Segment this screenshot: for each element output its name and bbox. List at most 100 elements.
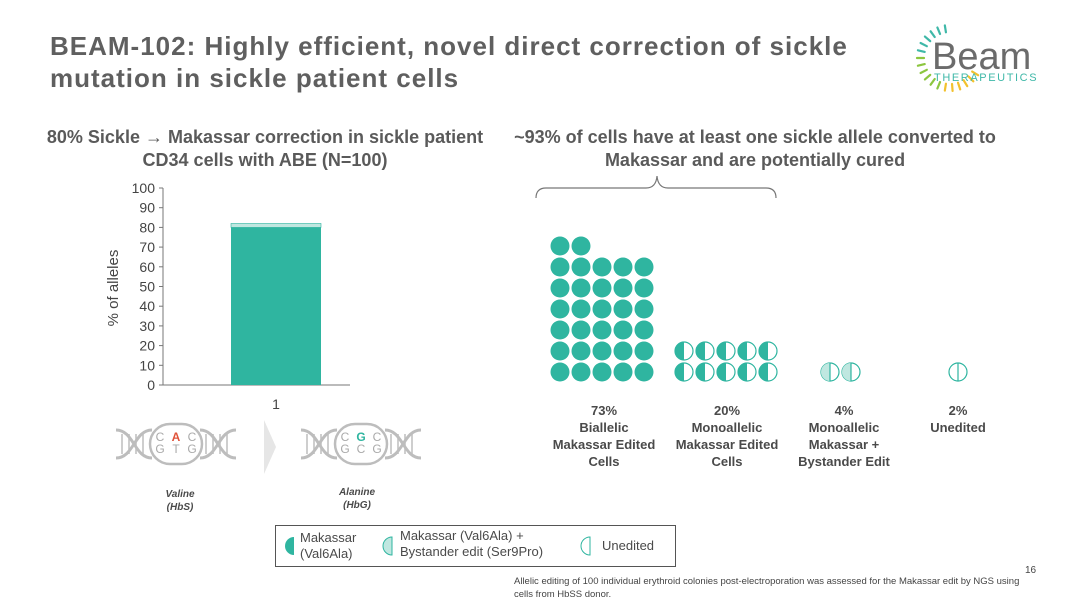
legend-line: Unedited <box>602 538 655 553</box>
cell-marker-unedited <box>948 362 968 382</box>
cell-marker-full <box>592 257 612 277</box>
makassar-marker-icon <box>285 537 294 555</box>
group-text: Monoallelic Makassar Edited Cells <box>675 420 779 469</box>
cell-marker-full <box>592 341 612 361</box>
x-tick-label: 1 <box>272 396 280 412</box>
logo-wordmark: Beam <box>932 36 1032 78</box>
amino-name: Valine <box>165 489 195 500</box>
amino-name: Alanine <box>338 487 376 498</box>
cell-marker-full <box>613 362 633 382</box>
legend-line: Makassar <box>300 530 357 545</box>
group-pct: 73% <box>590 403 618 418</box>
base-top: C <box>373 430 382 444</box>
cell-marker-full <box>571 236 591 256</box>
group-pct: 2% <box>948 403 968 418</box>
cell-outcome-waffle <box>550 236 968 382</box>
base-bottom: T <box>172 442 180 456</box>
cell-marker-full <box>634 362 654 382</box>
cell-marker-full <box>613 278 633 298</box>
y-tick-label: 100 <box>132 180 156 196</box>
group-text: Biallelic Makassar Edited Cells <box>552 420 656 469</box>
cell-marker-full <box>592 278 612 298</box>
group-text: Unedited <box>930 420 986 435</box>
legend-line: Makassar (Val6Ala) + <box>400 528 524 543</box>
cell-marker-half <box>737 341 757 361</box>
chevron-right-icon <box>264 420 276 474</box>
cell-marker-half <box>674 341 694 361</box>
group-pct: 20% <box>713 403 741 418</box>
cell-marker-half <box>695 362 715 382</box>
cell-marker-full <box>613 257 633 277</box>
y-tick-label: 30 <box>139 318 155 334</box>
y-tick-label: 20 <box>139 338 155 354</box>
cell-marker-full <box>571 278 591 298</box>
cell-marker-full <box>634 299 654 319</box>
y-tick-label: 10 <box>139 357 155 373</box>
y-tick-label: 70 <box>139 239 155 255</box>
amino-before: Valine (HbS) <box>150 488 210 514</box>
dna-after-icon: C G C G C G <box>300 422 422 466</box>
y-tick-label: 40 <box>139 298 155 314</box>
cell-marker-full <box>550 362 570 382</box>
cell-marker-full <box>571 257 591 277</box>
group-label-monoallelic: 20% Monoallelic Makassar Edited Cells <box>672 402 782 470</box>
group-label-biallelic: 73% Biallelic Makassar Edited Cells <box>548 402 660 470</box>
cell-marker-half <box>716 362 736 382</box>
cell-marker-half <box>758 341 778 361</box>
cell-marker-full <box>634 341 654 361</box>
group-label-bystander: 4% Monoallelic Makassar + Bystander Edit <box>790 402 898 470</box>
cell-marker-full <box>571 299 591 319</box>
base-bottom: G <box>187 442 196 456</box>
bystander-marker-icon <box>382 536 393 556</box>
y-tick-label: 60 <box>139 259 155 275</box>
right-panel-subtitle: ~93% of cells have at least one sickle a… <box>514 127 996 170</box>
bar-segment <box>231 227 321 385</box>
cell-marker-full <box>550 299 570 319</box>
y-tick-label: 80 <box>139 219 155 235</box>
cell-marker-full <box>550 278 570 298</box>
left-panel-subtitle: 80% Sickle → Makassar correction in sick… <box>46 127 484 170</box>
cell-marker-full <box>550 341 570 361</box>
cell-marker-full <box>613 341 633 361</box>
allele-bar-chart: % of alleles 0 10 20 30 40 50 60 70 80 90 100 1 <box>105 180 350 412</box>
base-top: C <box>156 430 165 444</box>
group-label-unedited: 2% Unedited <box>920 402 996 436</box>
cell-marker-half <box>737 362 757 382</box>
page-number: 16 <box>1025 565 1037 576</box>
base-top-edited: G <box>356 430 365 444</box>
y-tick-label: 0 <box>147 377 155 393</box>
cell-marker-full <box>634 257 654 277</box>
cell-marker-full <box>634 320 654 340</box>
cell-marker-full <box>571 362 591 382</box>
cell-marker-full <box>592 299 612 319</box>
y-axis-label: % of alleles <box>105 250 122 327</box>
footnote: Allelic editing of 100 individual erythr… <box>514 576 1020 600</box>
legend-item-unedited: Unedited <box>602 538 654 554</box>
base-top: C <box>188 430 197 444</box>
cell-marker-full <box>592 362 612 382</box>
unedited-marker-icon <box>580 536 591 556</box>
logo-subtitle: THERAPEUTICS <box>934 72 1039 84</box>
cell-marker-full <box>550 236 570 256</box>
group-text: Monoallelic Makassar + Bystander Edit <box>798 420 890 469</box>
base-bottom: C <box>357 442 366 456</box>
cell-marker-full <box>571 320 591 340</box>
base-bottom: G <box>155 442 164 456</box>
cell-marker-bystander <box>841 362 861 382</box>
legend-item-bystander: Makassar (Val6Ala) + Bystander edit (Ser… <box>400 528 543 560</box>
cell-marker-full <box>634 278 654 298</box>
cell-marker-half <box>674 362 694 382</box>
bracket-icon <box>535 175 777 199</box>
legend-line: (Val6Ala) <box>300 546 353 561</box>
y-tick-label: 90 <box>139 200 155 216</box>
y-tick-label: 50 <box>139 279 155 295</box>
cell-marker-full <box>571 341 591 361</box>
amino-after: Alanine (HbG) <box>327 486 387 512</box>
cell-marker-full <box>613 299 633 319</box>
cell-marker-half <box>716 341 736 361</box>
group-pct: 4% <box>834 403 854 418</box>
cell-marker-full <box>550 320 570 340</box>
cell-marker-full <box>613 320 633 340</box>
base-top-mutant: A <box>172 430 181 444</box>
legend-line: Bystander edit (Ser9Pro) <box>400 544 544 559</box>
